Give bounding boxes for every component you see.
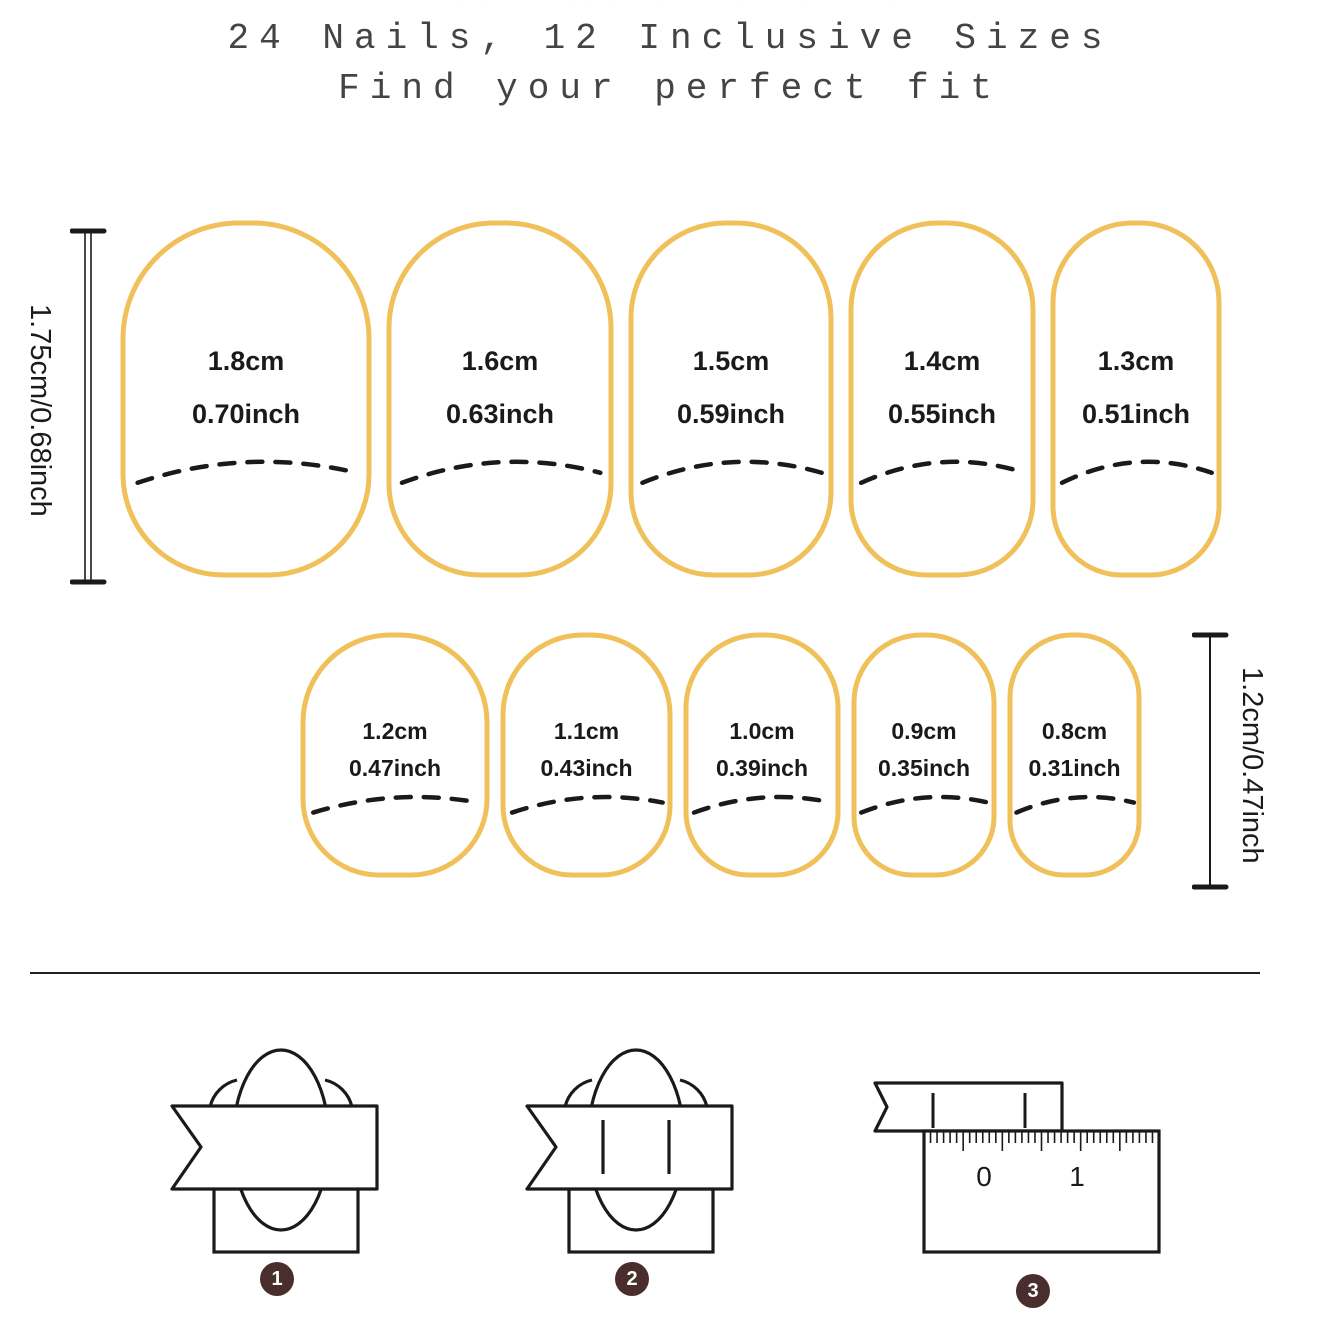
svg-text:0: 0 bbox=[976, 1161, 992, 1192]
svg-text:1: 1 bbox=[1069, 1161, 1085, 1192]
